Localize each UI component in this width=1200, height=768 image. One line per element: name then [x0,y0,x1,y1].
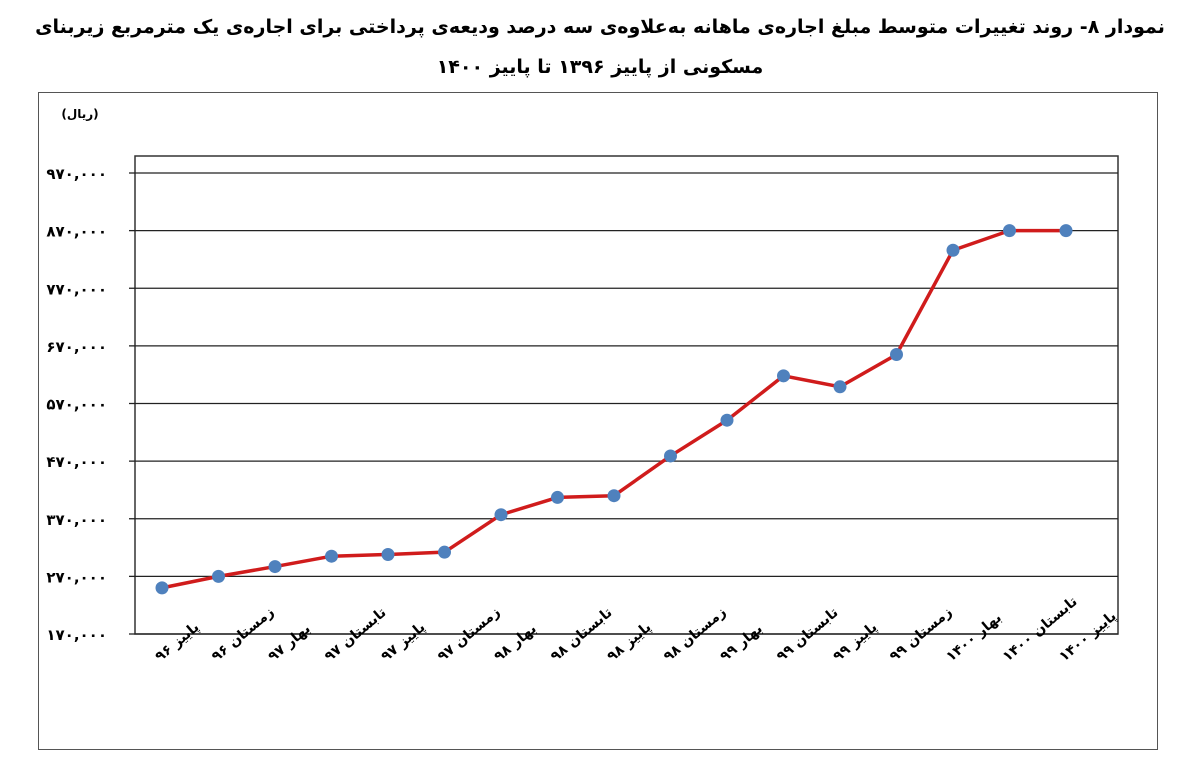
data-point [155,581,169,595]
x-tick-label: پاییز ۹۸ [604,619,654,665]
y-axis-unit-label: (ریال) [61,107,98,121]
y-tick-label: ۹۷۰,۰۰۰ [46,165,107,183]
x-tick-label: تابستان ۹۷ [322,605,390,665]
data-point [664,449,677,463]
y-tick-label: ۳۷۰,۰۰۰ [46,511,107,529]
data-point [833,380,847,394]
chart-frame [38,92,1158,750]
x-tick-label: بهار ۹۹ [717,621,765,665]
y-tick-label: ۷۷۰,۰۰۰ [46,280,107,298]
y-tick-label: ۵۷۰,۰۰۰ [46,396,107,414]
x-tick-label: تابستان ۹۸ [548,605,616,665]
data-point [494,508,508,522]
data-point [438,545,451,559]
data-point [1059,224,1073,238]
y-tick-label: ۲۷۰,۰۰۰ [46,568,107,586]
data-point [212,569,225,583]
data-point [607,489,621,503]
data-point [325,549,338,563]
data-point [1003,224,1016,238]
series-line [161,228,1066,590]
x-tick-label: پاییز ۹۹ [830,619,880,665]
y-tick-label: ۶۷۰,۰۰۰ [46,338,107,356]
y-tick-label: ۴۷۰,۰۰۰ [46,453,107,471]
y-tick-label: ۱۷۰,۰۰۰ [46,626,107,644]
data-point [946,243,960,257]
data-point [720,413,734,427]
x-tick-label: پاییز ۹۷ [378,619,428,665]
x-tick-label: بهار ۹۷ [265,621,313,665]
data-point [381,547,395,561]
plot-area [134,155,1119,635]
chart-title-line-1: نمودار ۸- روند تغییرات متوسط مبلغ اجاره‌… [35,16,1165,38]
x-tick-label: بهار ۹۸ [491,621,539,665]
y-tick-label: ۸۷۰,۰۰۰ [46,223,107,241]
x-tick-label: تابستان ۹۹ [774,605,842,665]
data-point [268,560,282,574]
data-point [551,490,564,504]
data-point [890,348,903,362]
x-tick-label: پاییز ۹۶ [152,619,202,665]
chart-title-line-2: مسکونی از پاییز ۱۳۹۶ تا پاییز ۱۴۰۰ [436,56,764,78]
data-point [777,369,790,383]
